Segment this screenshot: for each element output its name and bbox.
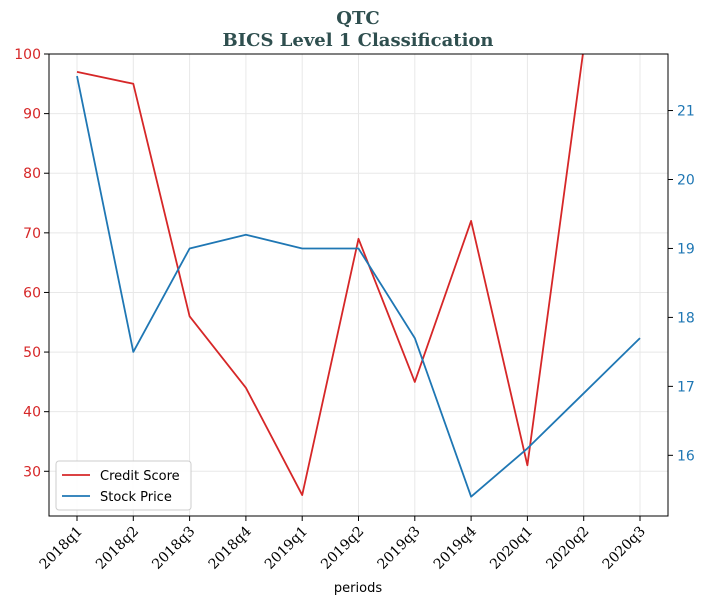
right-tick-label: 20 bbox=[677, 172, 695, 188]
right-tick-label: 18 bbox=[677, 310, 695, 326]
left-tick-label: 40 bbox=[23, 405, 41, 421]
x-axis: 2018q1 2018q2 2018q3 2018q4 2019q1 2019q2 2019… bbox=[37, 516, 649, 573]
legend: Credit Score Stock Price bbox=[55, 460, 192, 511]
x-tick-label: 2018q4 bbox=[206, 523, 255, 572]
x-tick-label: 2020q1 bbox=[487, 524, 536, 573]
left-tick-label: 70 bbox=[23, 226, 41, 242]
x-tick-label: 2018q3 bbox=[149, 524, 198, 573]
x-tick-label: 2019q2 bbox=[318, 524, 367, 573]
left-tick-label: 30 bbox=[23, 464, 41, 480]
x-tick-label: 2018q1 bbox=[37, 524, 86, 573]
x-tick-label: 2020q2 bbox=[543, 524, 592, 573]
left-tick-label: 60 bbox=[23, 285, 41, 301]
left-axis: 30 40 50 60 70 80 90 100 bbox=[14, 47, 49, 480]
x-tick-label: 2018q2 bbox=[93, 524, 142, 573]
x-tick-label: 2019q3 bbox=[374, 524, 423, 573]
plot-area bbox=[76, 54, 641, 498]
x-axis-label: periods bbox=[334, 581, 382, 596]
x-tick-label: 2020q3 bbox=[600, 524, 649, 573]
x-tick-label: 2019q1 bbox=[262, 524, 311, 573]
right-tick-label: 16 bbox=[677, 448, 695, 464]
right-axis: 16 17 18 19 20 21 bbox=[668, 104, 695, 464]
legend-label: Stock Price bbox=[100, 490, 172, 505]
left-tick-label: 80 bbox=[23, 166, 41, 182]
grid bbox=[49, 53, 668, 516]
plot-frame bbox=[48, 53, 669, 517]
left-tick-label: 100 bbox=[14, 47, 41, 63]
chart-title: QTC bbox=[336, 8, 379, 29]
left-tick-label: 50 bbox=[23, 345, 41, 361]
series-line-credit-score bbox=[76, 54, 584, 497]
legend-box bbox=[55, 460, 192, 511]
x-tick-label: 2019q4 bbox=[431, 523, 480, 572]
right-tick-label: 19 bbox=[677, 241, 695, 257]
legend-label: Credit Score bbox=[100, 469, 180, 484]
left-tick-label: 90 bbox=[23, 107, 41, 123]
chart-subtitle: BICS Level 1 Classification bbox=[222, 30, 493, 51]
right-tick-label: 21 bbox=[677, 104, 695, 120]
series-line-stock-price bbox=[76, 75, 641, 498]
right-tick-label: 17 bbox=[677, 379, 695, 395]
